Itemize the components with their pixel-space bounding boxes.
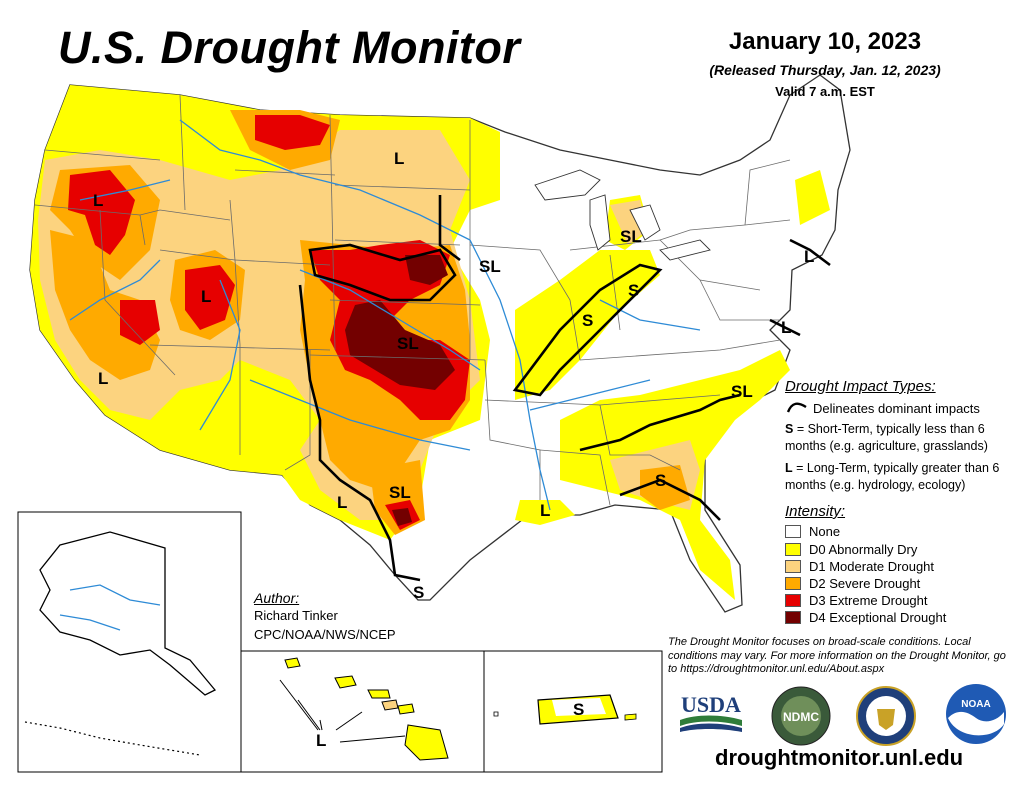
map-label-sl-michigan: SL (620, 227, 642, 246)
hawaii-callout-lines (279, 679, 406, 743)
ndmc-logo: NDMC (771, 686, 831, 746)
impact-s-key: S (785, 422, 794, 436)
map-label-l-hawaii: L (316, 731, 326, 750)
map-label-l-oregon: L (93, 191, 103, 210)
author-heading: Author: (254, 590, 300, 606)
legend-label: D4 Exceptional Drought (809, 609, 947, 625)
legend-row-none: None (785, 523, 840, 539)
impact-line-icon (786, 402, 807, 413)
legend-row-d1: D1 Moderate Drought (785, 558, 934, 574)
map-label-sl-iowa: SL (479, 257, 501, 276)
noaa-logo: NOAA (946, 684, 1006, 744)
author-name: Richard Tinker (254, 608, 338, 623)
impact-l-description: L = Long-Term, typically greater than 6 … (785, 460, 1015, 494)
doc-seal-logo (856, 686, 916, 746)
map-label-group: L L L L SL SL S S SL L L SL S SL L L S (93, 149, 814, 602)
legend-label: D2 Severe Drought (809, 575, 921, 591)
intensity-heading: Intensity: (785, 503, 846, 520)
legend-swatch (785, 524, 801, 538)
legend-label: D0 Abnormally Dry (809, 541, 918, 557)
disclaimer-text: The Drought Monitor focuses on broad-sca… (668, 636, 1006, 675)
map-label-l-nevada: L (201, 287, 211, 306)
legend-row-d3: D3 Extreme Drought (785, 592, 928, 608)
legend-swatch (785, 559, 801, 573)
author-org: CPC/NOAA/NWS/NCEP (254, 627, 396, 642)
map-label-l-california: L (98, 369, 108, 388)
d4-areas (345, 255, 455, 526)
hawaii-islands (284, 657, 449, 761)
map-label-s-georgia: S (655, 471, 666, 490)
impact-s-text: = Short-Term, typically less than 6 mont… (785, 422, 988, 453)
page-title: U.S. Drought Monitor (58, 22, 521, 73)
website-link[interactable]: droughtmonitor.unl.edu (715, 745, 964, 770)
release-date: (Released Thursday, Jan. 12, 2023) (709, 62, 941, 78)
usda-logo: USDA (680, 692, 742, 732)
legend-swatch (785, 542, 801, 556)
report-date: January 10, 2023 (728, 28, 922, 55)
map-label-s-southtexas: S (413, 583, 424, 602)
map-label-sl-kansas: SL (397, 334, 419, 353)
legend-label: D3 Extreme Drought (809, 592, 928, 608)
map-label-l-montana: L (394, 149, 404, 168)
alaska-outline (39, 531, 217, 696)
valid-time: Valid 7 a.m. EST (775, 84, 875, 99)
rivers (69, 119, 701, 511)
impact-s-description: S = Short-Term, typically less than 6 mo… (785, 421, 1015, 455)
map-label-sl-texas: SL (389, 483, 411, 502)
map-label-s-indiana: S (628, 281, 639, 300)
map-label-l-newengland: L (804, 247, 814, 266)
hawaii-inset-frame (240, 650, 485, 773)
legend-label: None (809, 523, 841, 539)
map-label-s-illinois: S (582, 311, 593, 330)
impact-lines (298, 195, 831, 582)
legend-swatch (785, 593, 801, 607)
impact-types-heading: Drought Impact Types: (785, 378, 936, 395)
state-boundaries (34, 94, 791, 506)
map-label-l-westtexas: L (337, 493, 347, 512)
legend-row-d0: D0 Abnormally Dry (785, 541, 917, 557)
map-label-l-chesapeake: L (781, 318, 791, 337)
impact-l-key: L (785, 461, 793, 475)
map-label-sl-carolina: SL (731, 382, 753, 401)
legend-swatch (785, 610, 801, 624)
great-lakes (534, 169, 711, 261)
impact-line-label: Delineates dominant impacts (813, 401, 980, 416)
aleutian-islands (24, 721, 201, 756)
legend-label: D1 Moderate Drought (809, 558, 935, 574)
legend-row-d4: D4 Exceptional Drought (785, 609, 946, 625)
map-label-s-puertorico: S (573, 700, 584, 719)
ndmc-logo-text: NDMC (783, 710, 819, 724)
usda-logo-text: USDA (681, 692, 741, 717)
map-label-l-louisiana: L (540, 501, 550, 520)
impact-l-text: = Long-Term, typically greater than 6 mo… (785, 461, 1000, 492)
noaa-logo-text: NOAA (961, 699, 990, 710)
legend-row-d2: D2 Severe Drought (785, 575, 920, 591)
legend-swatch (785, 576, 801, 590)
